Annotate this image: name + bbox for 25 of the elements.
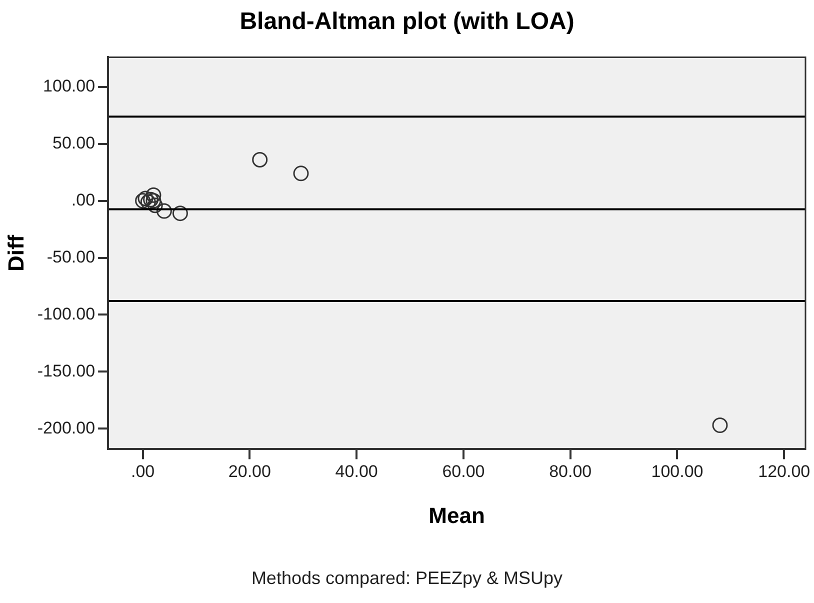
point	[712, 418, 728, 434]
text: Methods compared: PEEZpy & MSUpy	[250, 568, 564, 589]
point	[147, 198, 163, 214]
y-tick-label: -50.00	[46, 247, 96, 266]
point	[146, 187, 162, 203]
y-tick-label: .00	[71, 190, 96, 210]
x-tick-label: 20.00	[228, 462, 271, 482]
y-tick-label: -200.00	[37, 418, 96, 438]
point	[172, 206, 188, 222]
point	[156, 203, 172, 219]
x-tick-label: 120.00	[758, 462, 810, 482]
y-tick-label: -100.00	[37, 304, 96, 324]
y-tick-label: 100.00	[43, 76, 96, 96]
x-tick-label: 60.00	[442, 462, 485, 482]
y-tick-label: 50.00	[52, 133, 96, 152]
point	[293, 166, 309, 182]
y-axis-title: Diff	[3, 234, 28, 272]
y-tick-label: -150.00	[37, 361, 96, 380]
chart-title: Bland-Altman plot (with LOA)	[238, 8, 576, 36]
x-tick-label: 100.00	[651, 462, 704, 482]
point	[252, 152, 268, 168]
x-axis-title: Mean	[428, 502, 485, 528]
x-tick-label: .00	[130, 462, 155, 482]
x-tick-label: 80.00	[549, 462, 592, 482]
x-tick-label: 40.00	[335, 462, 378, 482]
